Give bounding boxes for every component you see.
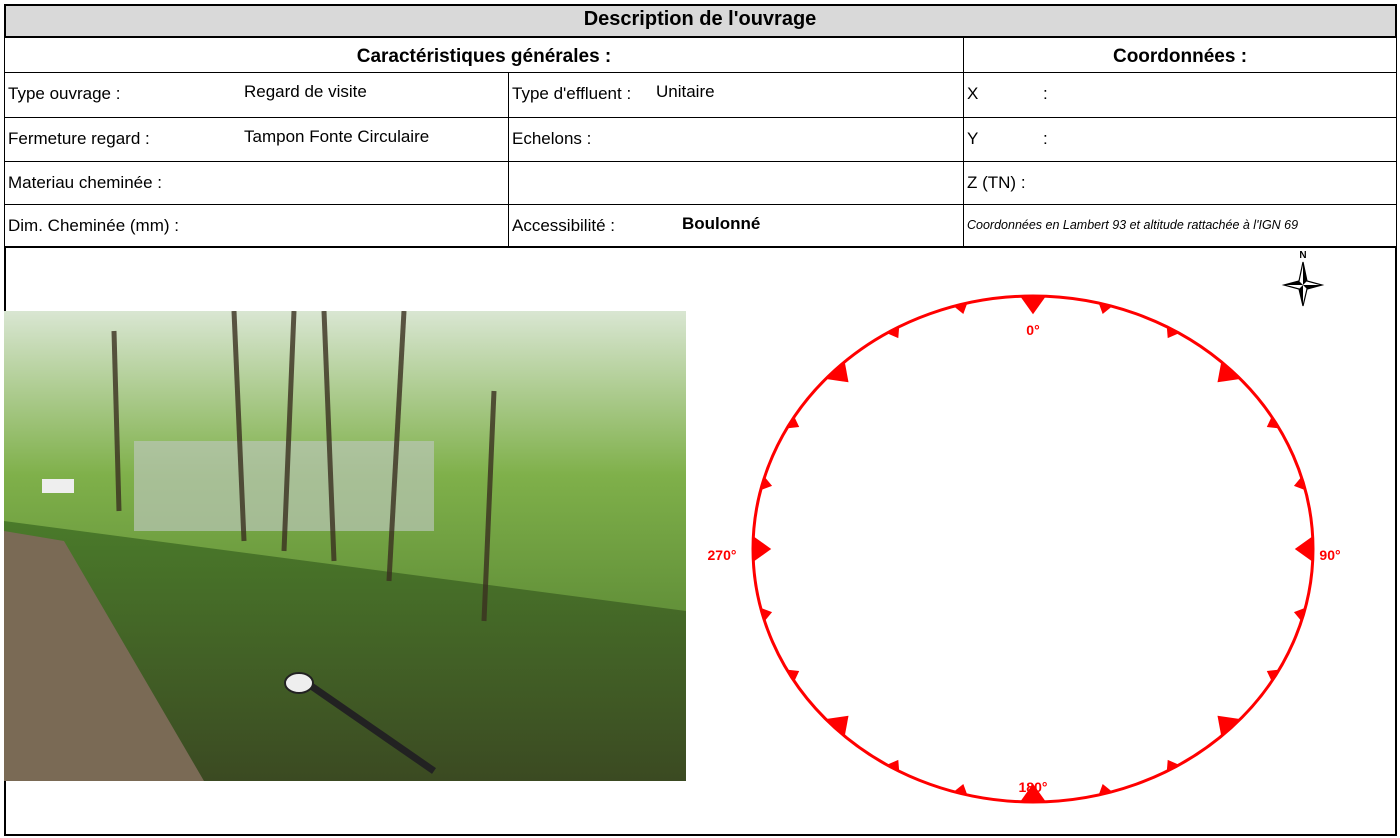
north-label: N: [1299, 250, 1306, 261]
dial-tick: [760, 476, 773, 491]
site-photo: [4, 311, 686, 781]
dial-label: 0°: [1026, 322, 1039, 338]
dial-tick: [953, 302, 968, 315]
field-value: Unitaire: [656, 82, 715, 101]
dial-tick: [1098, 302, 1113, 315]
dial-tick: [1266, 416, 1280, 429]
compass-rose-fill: [1284, 262, 1322, 306]
field-value: Regard de visite: [244, 82, 367, 101]
dial-tick: [886, 326, 900, 339]
dial-tick: [825, 361, 849, 383]
field-value: Boulonné: [682, 214, 761, 233]
dial-tick: [786, 669, 800, 682]
field-label: Type d'effluent :: [512, 84, 632, 103]
dial-tick: [1166, 759, 1180, 772]
dial-tick: [1166, 326, 1180, 339]
dial-tick: [1020, 783, 1046, 802]
coord-label: Z (TN) :: [967, 173, 1026, 192]
dial-label: 90°: [1319, 547, 1340, 563]
dial-tick: [1217, 361, 1241, 383]
field-label: Accessibilité :: [512, 216, 615, 235]
dial-tick: [1293, 476, 1306, 491]
dial-tick: [753, 536, 772, 562]
section-title: Caractéristiques générales :: [356, 46, 612, 67]
field-label: Echelons :: [512, 129, 592, 148]
dial-label: 270°: [708, 547, 737, 563]
dial-tick: [1294, 536, 1313, 562]
coord-sep: :: [1043, 129, 1048, 148]
dial-tick: [953, 783, 968, 796]
coord-note: Coordonnées en Lambert 93 et altitude ra…: [967, 218, 1299, 232]
field-value: Tampon Fonte Circulaire: [244, 127, 430, 146]
field-label: Fermeture regard :: [8, 129, 150, 148]
dial-tick: [1020, 296, 1046, 315]
section-title: Coordonnées :: [1112, 46, 1248, 67]
dial-tick: [1217, 715, 1241, 737]
field-label: Materiau cheminée :: [8, 173, 163, 192]
dial-tick: [760, 607, 773, 622]
dial-tick: [786, 416, 800, 429]
dial-tick: [1266, 669, 1280, 682]
title: Description de l'ouvrage: [583, 8, 817, 30]
dial-tick: [1293, 607, 1306, 622]
coord-sep: :: [1043, 84, 1048, 103]
field-label: Type ouvrage :: [8, 84, 121, 103]
dial-tick: [886, 759, 900, 772]
field-label: Dim. Cheminée (mm) :: [8, 216, 179, 235]
coord-label: Y: [967, 129, 979, 148]
dial-tick: [825, 715, 849, 737]
dial-tick: [1098, 783, 1113, 796]
coord-label: X: [967, 84, 979, 103]
